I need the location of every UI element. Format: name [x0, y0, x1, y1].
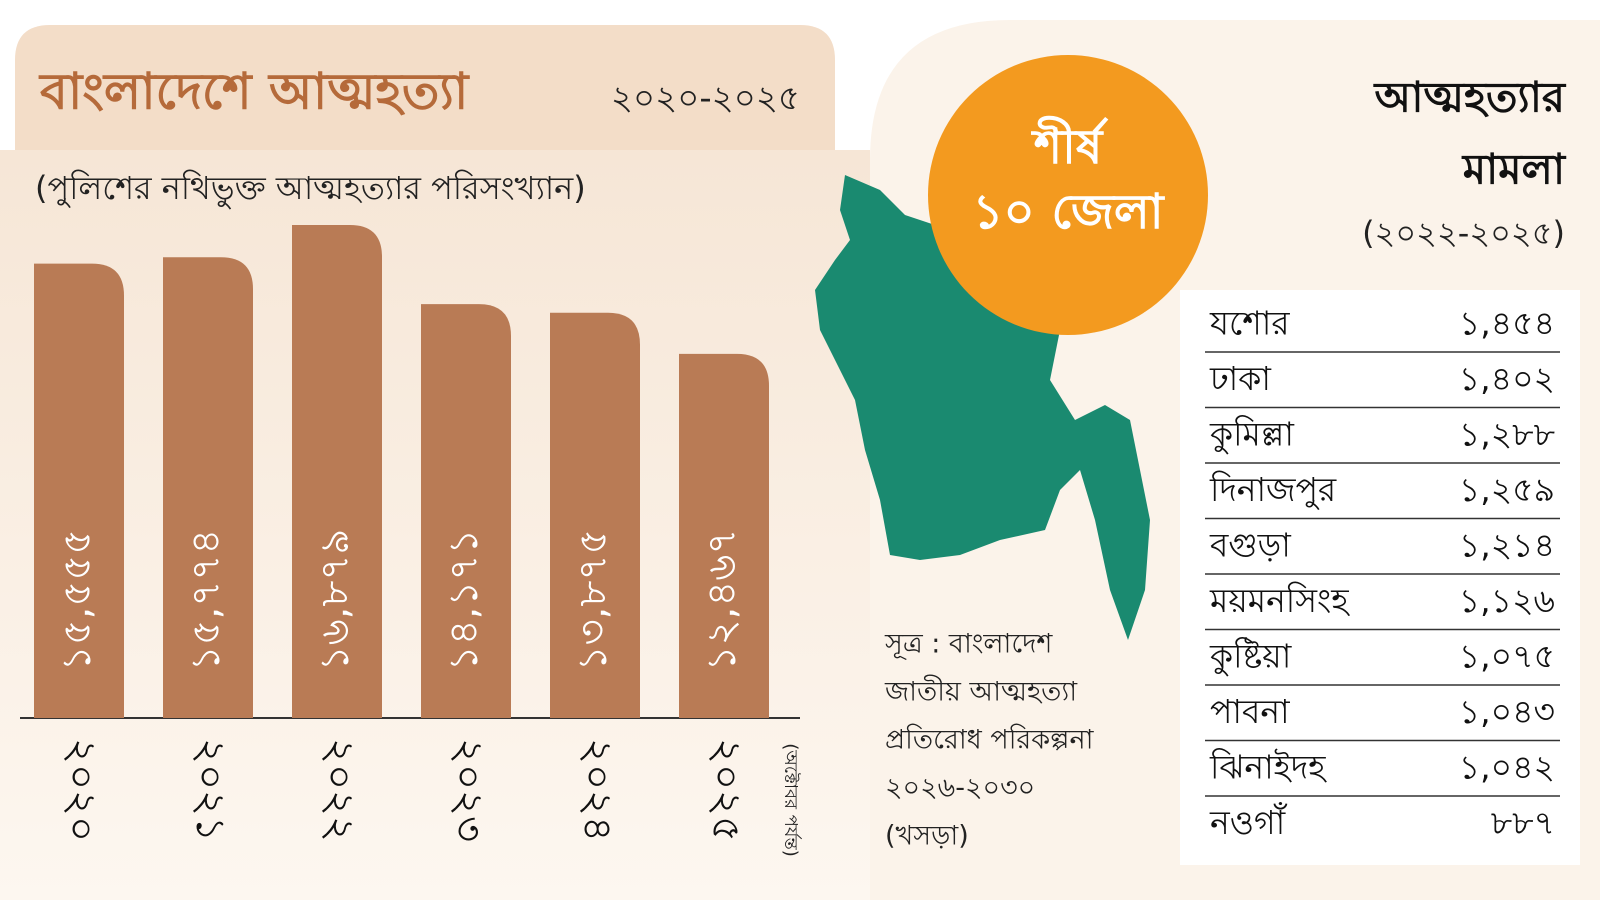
- x-tick-label: ২০২০: [58, 738, 104, 842]
- table-cell: ১,৪০২: [1459, 359, 1555, 398]
- title-band: [15, 25, 835, 150]
- table-cell: ১,০৪২: [1459, 748, 1555, 787]
- table-cell: ১,২৮৮: [1459, 415, 1555, 454]
- bar: [163, 257, 253, 718]
- data-label: ১৫,৭৭৪: [183, 529, 229, 672]
- table-cell: ৮৮৭: [1491, 803, 1555, 842]
- table-cell: কুষ্টিয়া: [1209, 637, 1292, 677]
- map-badge: [928, 55, 1208, 335]
- data-label: ১৪,১৭১: [441, 529, 487, 672]
- source-text: (খসড়া): [885, 821, 969, 852]
- x-tick-label: ২০২১: [187, 738, 233, 842]
- table: [1180, 290, 1580, 865]
- bar: [550, 312, 640, 718]
- source-text: সূত্র : বাংলাদেশ: [884, 629, 1053, 660]
- bar: [679, 353, 769, 718]
- table-cell: ঝিনাইদহ: [1209, 748, 1327, 787]
- chart-title-years: ২০২০-২০২৫: [611, 79, 800, 119]
- badge-text: শীর্ষ: [1031, 115, 1109, 175]
- table-cell: যশোর: [1209, 304, 1290, 343]
- bar: [292, 225, 382, 718]
- table-cell: ১,২৫৯: [1459, 470, 1555, 509]
- category-note: (অক্টোবর পর্যন্ত): [780, 743, 802, 857]
- x-tick-label: ২০২৩: [445, 738, 491, 842]
- table-cell: ১,০৪৩: [1459, 692, 1555, 731]
- table-title: আত্মহত্যার: [1372, 73, 1566, 122]
- table-cell: ১,৪৫৪: [1459, 304, 1555, 343]
- bar: [421, 304, 511, 718]
- source-text: জাতীয় আত্মহত্যা: [884, 675, 1078, 708]
- bar: [34, 263, 124, 718]
- source-text: প্রতিরোধ পরিকল্পনা: [885, 724, 1095, 756]
- table-cell: দিনাজপুর: [1209, 470, 1337, 510]
- data-label: ১৬,৮৭৯: [312, 529, 358, 672]
- source-text: ২০২৬-২০৩০: [885, 773, 1035, 804]
- table-cell: বগুড়া: [1209, 526, 1291, 565]
- table-cell: ১,১২৬: [1459, 581, 1555, 620]
- data-label: ১৫,৫৫৫: [54, 529, 100, 672]
- chart-subtitle: (পুলিশের নথিভুক্ত আত্মহত্যার পরিসংখ্যান): [35, 169, 586, 209]
- badge-text: ১০ জেলা: [972, 184, 1165, 240]
- table-cell: ঢাকা: [1209, 359, 1271, 398]
- chart-title: বাংলাদেশে আত্মহত্যা: [38, 63, 470, 121]
- table-cell: ময়মনসিংহ: [1209, 581, 1350, 620]
- table-period: (২০২২-২০২৫): [1362, 214, 1565, 252]
- x-tick-label: ২০২৫: [703, 738, 749, 842]
- table-cell: কুমিল্লা: [1209, 415, 1294, 455]
- table-cell: ১,০৭৫: [1459, 637, 1555, 676]
- table-cell: ১,২১৪: [1459, 526, 1555, 565]
- data-label: ১২,৪৬৭: [699, 529, 745, 672]
- table-cell: পাবনা: [1210, 692, 1290, 731]
- x-tick-label: ২০২৪: [574, 738, 620, 842]
- table-title: মামলা: [1461, 145, 1567, 194]
- x-tick-label: ২০২২: [316, 738, 362, 842]
- map: [815, 175, 1150, 640]
- table-cell: নওগাঁ: [1209, 802, 1288, 842]
- data-label: ১৩,৮৭৫: [570, 529, 616, 672]
